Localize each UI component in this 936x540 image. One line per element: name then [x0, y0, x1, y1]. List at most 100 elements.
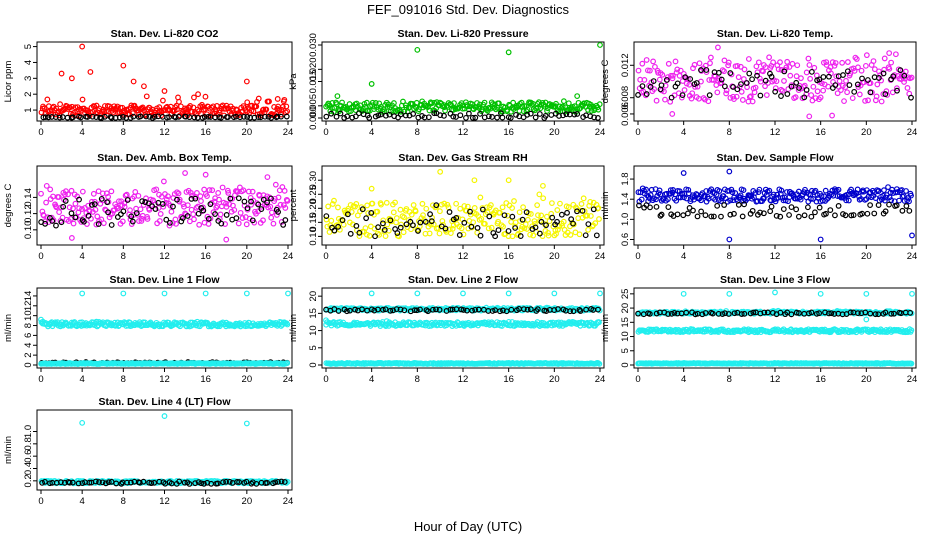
data-point: [497, 209, 503, 216]
x-tick-label: 20: [861, 127, 872, 138]
data-point: [391, 100, 397, 106]
data-point: [653, 196, 659, 203]
data-point: [808, 92, 815, 99]
y-tick-label: 0.015: [308, 70, 319, 94]
data-point: [682, 74, 689, 81]
data-point: [787, 72, 794, 79]
data-point: [535, 212, 541, 219]
y-tick-label: 4: [23, 343, 34, 348]
data-point: [43, 199, 50, 206]
data-point: [430, 306, 436, 313]
x-tick-label: 20: [242, 251, 253, 262]
data-point: [428, 218, 435, 225]
outlier-point: [182, 170, 188, 176]
data-point: [202, 93, 209, 100]
y-tick-label: 0.20: [308, 199, 319, 218]
data-point: [344, 211, 351, 218]
y-tick-label: 0.012: [620, 53, 631, 77]
data-point: [223, 203, 230, 210]
data-point: [279, 103, 286, 110]
outlier-point: [669, 111, 676, 117]
data-point: [464, 103, 471, 110]
data-point: [465, 110, 472, 117]
data-point: [47, 186, 54, 193]
data-point: [823, 210, 829, 217]
data-point: [42, 114, 49, 121]
data-point: [899, 207, 906, 214]
outlier-point: [68, 235, 75, 241]
data-point: [873, 93, 880, 100]
data-point: [843, 77, 849, 84]
data-point: [511, 198, 517, 204]
data-point: [703, 67, 710, 73]
data-point: [477, 232, 484, 239]
data-point: [653, 97, 660, 104]
data-point: [863, 52, 870, 59]
x-tick-label: 4: [681, 374, 686, 385]
data-point: [254, 200, 260, 207]
data-point: [908, 327, 915, 334]
data-point: [248, 198, 254, 205]
data-point: [442, 225, 449, 232]
data-point: [356, 233, 363, 240]
panel-ylabel: kPa: [288, 73, 299, 90]
x-tick-label: 16: [200, 251, 211, 262]
data-point: [179, 215, 186, 222]
x-tick-label: 4: [80, 496, 85, 507]
data-point: [417, 306, 423, 313]
data-point: [805, 55, 812, 62]
plot-frame: [633, 165, 917, 246]
outlier-point: [334, 93, 341, 99]
data-point: [674, 211, 681, 218]
data-point: [820, 87, 827, 94]
y-tick-label: 0.2: [23, 474, 34, 487]
data-point: [266, 98, 272, 105]
data-point: [150, 197, 157, 204]
data-point: [208, 199, 215, 206]
data-point: [817, 94, 824, 101]
data-point: [735, 201, 742, 208]
data-point: [781, 68, 788, 75]
data-point: [563, 107, 570, 114]
data-point: [328, 110, 335, 117]
data-point: [576, 306, 583, 313]
data-point: [527, 231, 533, 238]
data-point: [174, 106, 180, 113]
data-point: [882, 197, 888, 204]
data-point: [231, 207, 238, 213]
data-point: [359, 306, 365, 313]
data-point: [888, 59, 895, 66]
data-point: [274, 113, 281, 120]
data-point: [103, 108, 109, 115]
data-point: [536, 230, 543, 237]
data-point: [127, 207, 133, 214]
x-tick-label: 20: [549, 127, 560, 138]
y-tick-label: 0.8: [23, 437, 34, 450]
data-point: [335, 204, 341, 211]
data-point: [225, 189, 232, 196]
x-tick-label: 8: [415, 251, 420, 262]
data-point: [714, 89, 721, 96]
y-tick-label: 0.15: [308, 213, 319, 232]
outlier-point: [414, 46, 421, 53]
x-tick-label: 8: [415, 374, 420, 385]
y-tick-label: 0.020: [308, 57, 319, 81]
data-point: [403, 221, 410, 228]
data-point: [189, 192, 195, 199]
y-tick-label: 5: [620, 348, 631, 353]
data-point: [245, 188, 252, 195]
data-point: [471, 205, 478, 211]
data-point: [816, 310, 823, 317]
data-point: [120, 208, 127, 215]
data-point: [553, 100, 559, 107]
data-point: [647, 192, 654, 198]
data-point: [268, 214, 275, 221]
data-point: [244, 114, 251, 120]
data-point: [139, 104, 146, 111]
data-point: [325, 203, 332, 210]
data-point: [635, 310, 641, 317]
data-point: [789, 60, 796, 67]
data-point: [734, 62, 741, 69]
data-point: [834, 90, 841, 97]
outlier-point: [726, 290, 733, 297]
